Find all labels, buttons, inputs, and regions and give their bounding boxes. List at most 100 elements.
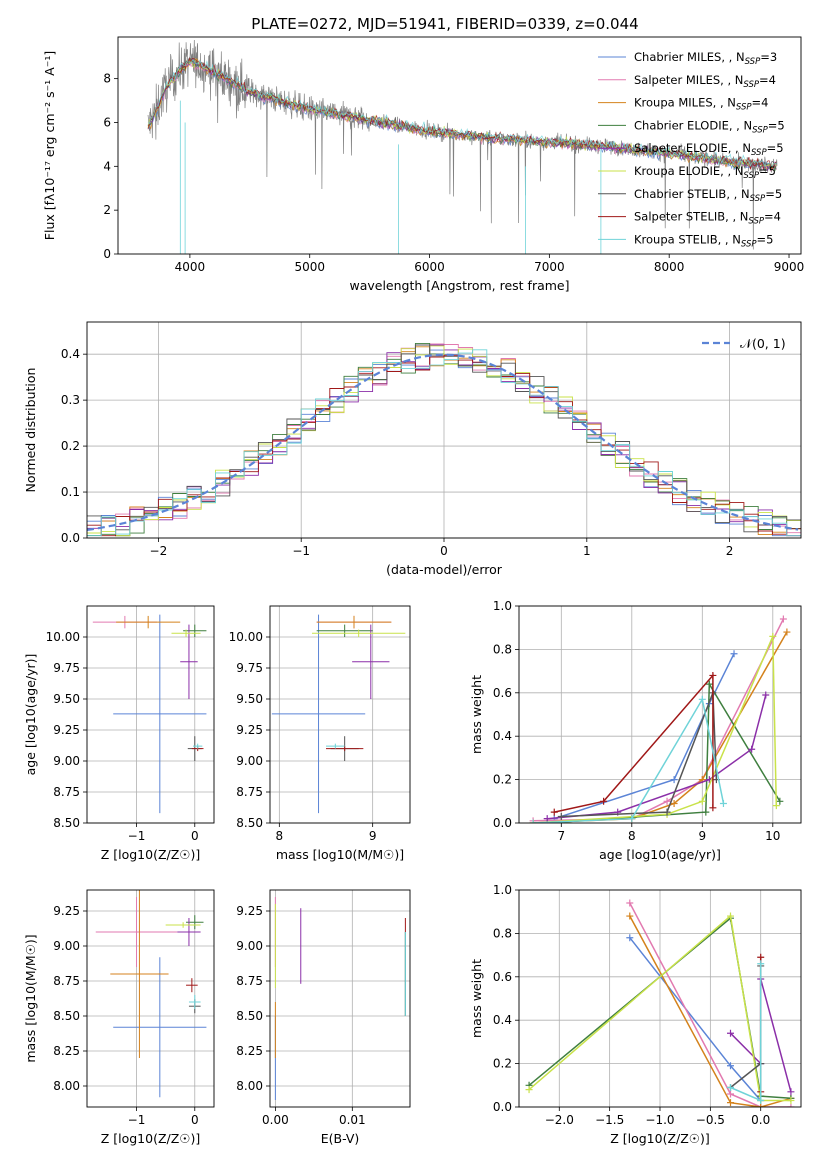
weight-marker — [709, 804, 717, 812]
y-tick-label: 8.50 — [53, 816, 80, 830]
legend-model-name: Salpeter MILES, , — [634, 73, 735, 87]
weight-marker — [557, 812, 565, 820]
x-tick-label: 0.01 — [339, 1113, 366, 1127]
y-tick-label: 8.75 — [53, 974, 80, 988]
weight-marker — [762, 691, 770, 699]
y-tick-label: 6 — [103, 115, 111, 129]
legend-model-name: Chabrier ELODIE, , — [634, 118, 744, 132]
weight-marker — [730, 650, 738, 658]
legend-n-prefix: N — [732, 232, 741, 246]
weight-marker — [727, 1083, 734, 1091]
weight-marker — [628, 815, 636, 823]
x-tick-label: −1.0 — [645, 1113, 674, 1127]
weight-marker — [709, 671, 717, 679]
weight-marker — [787, 1088, 795, 1096]
legend-n-eq: = — [759, 73, 769, 87]
legend-n-eq: = — [752, 96, 762, 110]
legend-n-prefix: N — [740, 210, 749, 224]
weight-marker — [727, 1062, 734, 1070]
y-tick-label: 9.00 — [236, 939, 263, 953]
legend-model-name: Chabrier STELIB, , — [634, 187, 741, 201]
y-tick-label: 9.25 — [53, 904, 80, 918]
y-tick-label: 0.4 — [493, 729, 512, 743]
y-axis-label: Flux [fλ10⁻¹⁷ erg cm⁻² s⁻¹ A⁻¹] — [42, 51, 57, 240]
legend-n-eq: = — [767, 141, 777, 155]
legend-n-prefix: N — [744, 118, 753, 132]
legend-n-sub: SSP — [745, 57, 761, 67]
legend-n-value: 5 — [775, 187, 782, 201]
weight-series-5 — [547, 694, 767, 820]
figure-title: PLATE=0272, MJD=51941, FIBERID=0339, z=0… — [251, 15, 638, 33]
plot-area-mass-vs-z — [95, 890, 207, 1098]
x-tick-label: 2 — [726, 544, 734, 558]
legend-n-eq: = — [765, 187, 775, 201]
legend-model-name: Chabrier MILES, , — [634, 50, 736, 64]
weight-series-2 — [629, 902, 791, 1107]
legend-model-name: Salpeter STELIB, , — [634, 210, 740, 224]
axes-frame — [86, 605, 215, 824]
y-tick-label: 9.25 — [236, 723, 263, 737]
legend-entry-3: Kroupa MILES, , NSSP=4 — [634, 96, 768, 113]
weight-marker — [670, 776, 678, 784]
x-tick-label: 5000 — [294, 260, 325, 274]
weight-marker — [757, 960, 765, 968]
y-tick-label: 8.75 — [53, 785, 80, 799]
weight-series-3 — [629, 915, 792, 1107]
x-tick-label: 7 — [557, 829, 565, 843]
weight-marker — [787, 1096, 795, 1104]
weight-marker — [757, 1103, 765, 1107]
x-axis-label: age [log10(age/yr)] — [599, 847, 721, 862]
legend-n-eq: = — [768, 118, 778, 132]
x-tick-label: 8000 — [654, 260, 685, 274]
legend-n-value: 5 — [769, 164, 776, 178]
axes-mass-vs-ebv: 0.00 0.01 8.00 8.25 8.50 8.75 9.00 9.25 E(B-V) — [236, 889, 411, 1146]
legend-n-value: 4 — [774, 210, 781, 224]
axes-frame — [117, 36, 802, 255]
legend-n-prefix: N — [742, 141, 751, 155]
x-tick-label: 8 — [276, 829, 284, 843]
legend-n-prefix: N — [727, 96, 736, 110]
weight-marker — [727, 1029, 734, 1037]
weight-marker — [776, 797, 784, 805]
x-tick-label: 4000 — [175, 260, 206, 274]
y-tick-label: 0.4 — [61, 347, 80, 361]
y-tick-label: 0.6 — [493, 686, 512, 700]
x-tick-label: 9 — [369, 829, 377, 843]
model-spectrum-8 — [147, 57, 777, 171]
weight-marker — [543, 815, 551, 823]
weight-marker — [626, 912, 634, 920]
x-tick-label: 0 — [440, 544, 448, 558]
plot-area-age-vs-mass — [271, 614, 406, 814]
weight-series-3 — [533, 631, 788, 823]
axes-frame — [86, 889, 215, 1108]
x-tick-label: 6000 — [414, 260, 445, 274]
plot-area-mass-weight-vs-z — [525, 899, 795, 1107]
legend-n-sub: SSP — [743, 80, 759, 90]
weight-marker — [698, 695, 706, 703]
legend-entry-7: Chabrier STELIB, , NSSP=5 — [634, 187, 782, 204]
weight-marker — [525, 1086, 533, 1094]
weight-marker — [727, 1090, 734, 1098]
weight-marker — [626, 934, 634, 942]
y-tick-label: 2 — [103, 203, 111, 217]
y-axis-label: age [log10(age/yr)] — [23, 654, 38, 776]
axes-age-vs-z: −1 0 8.50 8.75 9.00 9.25 9.50 9.75 10.00 Z [log10… — [23, 605, 215, 862]
legend-model-name: Kroupa MILES, , — [634, 96, 727, 110]
legend-n-sub: SSP — [752, 125, 768, 135]
x-tick-label: −1 — [128, 829, 146, 843]
model-spectrum-9 — [147, 59, 777, 168]
legend-n-prefix: N — [735, 164, 744, 178]
legend-entry-5: Salpeter ELODIE, , NSSP=5 — [634, 141, 784, 158]
y-tick-label: 8.00 — [53, 1079, 80, 1093]
weight-marker — [757, 953, 765, 961]
x-tick-label: 7000 — [534, 260, 565, 274]
axes-frame — [518, 889, 802, 1108]
plot-area-mass-weight-vs-age — [529, 615, 791, 823]
weight-marker — [748, 745, 756, 753]
x-axis-label: wavelength [Angstrom, rest frame] — [349, 278, 569, 293]
legend-n-value: 5 — [776, 141, 783, 155]
x-tick-label: 0 — [191, 1113, 199, 1127]
legend-model-name: Kroupa ELODIE, , — [634, 164, 735, 178]
